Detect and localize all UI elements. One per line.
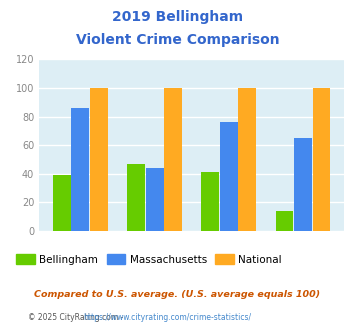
- Bar: [201, 172, 219, 231]
- Text: Violent Crime Comparison: Violent Crime Comparison: [76, 33, 279, 47]
- Text: Compared to U.S. average. (U.S. average equals 100): Compared to U.S. average. (U.S. average …: [34, 290, 321, 299]
- Bar: [239, 88, 256, 231]
- Bar: [90, 88, 108, 231]
- Bar: [146, 168, 164, 231]
- Bar: [127, 164, 145, 231]
- Bar: [53, 175, 71, 231]
- Bar: [313, 88, 331, 231]
- Bar: [275, 211, 293, 231]
- Legend: Bellingham, Massachusetts, National: Bellingham, Massachusetts, National: [12, 250, 286, 269]
- Bar: [71, 108, 89, 231]
- Text: https://www.cityrating.com/crime-statistics/: https://www.cityrating.com/crime-statist…: [83, 314, 251, 322]
- Text: © 2025 CityRating.com -: © 2025 CityRating.com -: [28, 314, 126, 322]
- Text: 2019 Bellingham: 2019 Bellingham: [112, 10, 243, 24]
- Bar: [294, 138, 312, 231]
- Bar: [164, 88, 182, 231]
- Bar: [220, 122, 238, 231]
